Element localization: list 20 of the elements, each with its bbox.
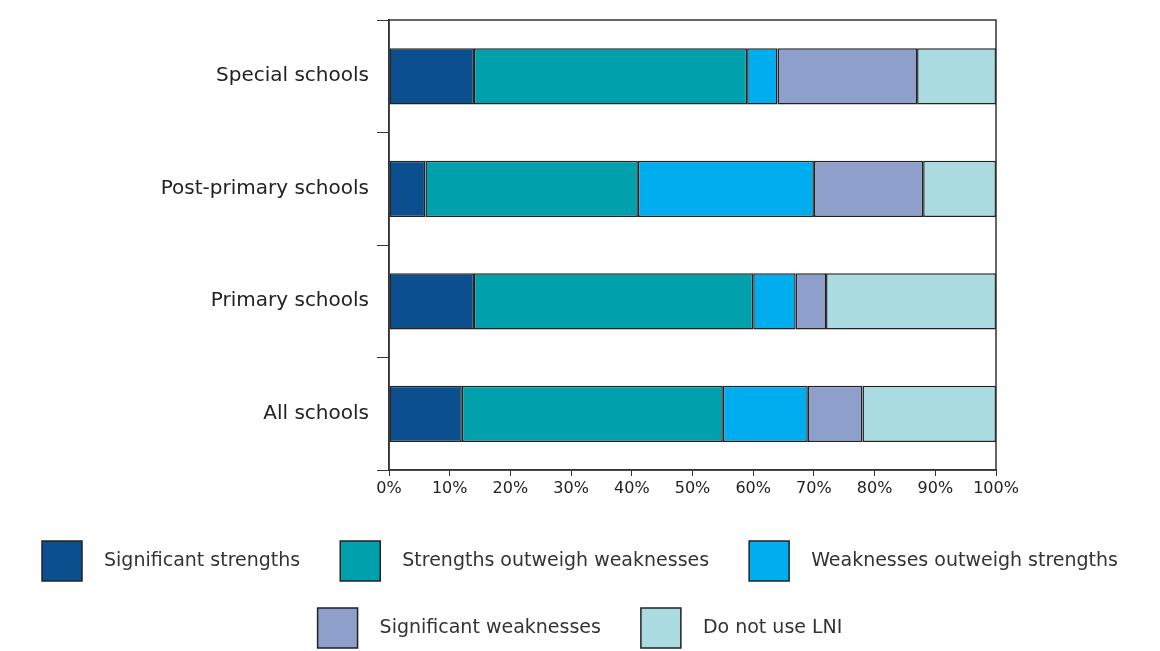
x-tick-label: 90% [917, 477, 954, 497]
x-tick-label: 100% [973, 477, 1019, 497]
y-tick-label: Primary schools [210, 287, 369, 312]
x-tick-label: 0% [376, 477, 402, 497]
x-tick-label: 10% [431, 477, 468, 497]
x-tick-label: 80% [856, 477, 893, 497]
y-tick-label: Post-primary schools [160, 174, 369, 199]
x-tick-label: 50% [674, 477, 711, 497]
legend-label: Do not use LNI [702, 614, 843, 637]
x-tick-label: 30% [553, 477, 589, 497]
legend-label: Significant strengths [104, 547, 301, 570]
x-tick-label: 60% [735, 477, 771, 497]
x-tick-label: 20% [492, 477, 529, 497]
x-tick-label: 40% [614, 477, 650, 497]
x-tick-label: 70% [796, 477, 832, 497]
y-tick-label: All schools [263, 399, 369, 424]
legend-label: Significant weaknesses [379, 614, 601, 637]
y-tick-label: Special schools [216, 62, 369, 87]
legend-label: Strengths outweigh weaknesses [402, 547, 710, 570]
legend-label: Weaknesses outweigh strengths [811, 547, 1118, 570]
